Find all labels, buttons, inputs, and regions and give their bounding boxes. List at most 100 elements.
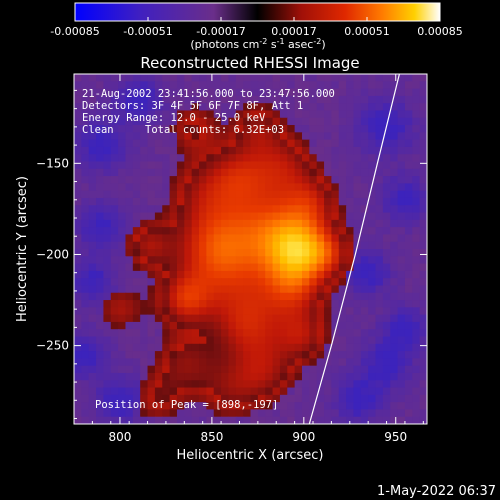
heatmap-cell [309, 292, 318, 301]
heatmap-cell [404, 183, 413, 192]
heatmap-cell [235, 234, 244, 243]
heatmap-cell [375, 81, 384, 90]
heatmap-cell [309, 190, 318, 199]
heatmap-cell [338, 241, 347, 250]
heatmap-cell [360, 81, 369, 90]
heatmap-cell [360, 146, 369, 155]
heatmap-cell [169, 88, 178, 97]
heatmap-cell [331, 139, 340, 148]
heatmap-cell [125, 81, 134, 90]
heatmap-cell [287, 146, 296, 155]
heatmap-cell [88, 387, 97, 396]
heatmap-cell [176, 278, 185, 287]
heatmap-cell [294, 270, 303, 279]
heatmap-cell [309, 307, 318, 316]
heatmap-cell [316, 88, 325, 97]
heatmap-cell [125, 394, 134, 403]
heatmap-cell [338, 197, 347, 206]
heatmap-cell [316, 263, 325, 272]
heatmap-cell [257, 380, 266, 389]
colorbar-tick-label: 0.00085 [417, 25, 463, 38]
heatmap-cell [132, 329, 141, 338]
heatmap-cell [88, 110, 97, 119]
heatmap-cell [81, 249, 90, 257]
heatmap-cell [412, 249, 421, 257]
heatmap-cell [162, 402, 171, 411]
heatmap-cell [316, 81, 325, 90]
heatmap-cell [199, 336, 207, 345]
heatmap-cell [176, 74, 185, 82]
heatmap-cell [257, 300, 266, 308]
heatmap-cell [140, 88, 149, 97]
heatmap-cell [353, 219, 362, 228]
heatmap-cell [221, 292, 230, 301]
heatmap-cell [154, 409, 163, 418]
heatmap-cell [390, 270, 399, 279]
heatmap-cell [331, 117, 340, 126]
heatmap-cell [125, 190, 134, 199]
heatmap-cell [184, 103, 193, 112]
heatmap-cell [375, 329, 384, 338]
heatmap-cell [221, 110, 230, 119]
heatmap-cell [176, 372, 185, 381]
heatmap-cell [81, 95, 90, 104]
heatmap-cell [265, 117, 274, 126]
heatmap-cell [412, 205, 421, 214]
heatmap-cell [213, 402, 222, 411]
heatmap-cell [228, 409, 237, 418]
heatmap-cell [353, 183, 362, 192]
heatmap-cell [125, 358, 134, 367]
heatmap-cell [360, 197, 369, 206]
heatmap-cell [346, 321, 355, 330]
heatmap-cell [287, 263, 296, 272]
heatmap-cell [287, 321, 296, 330]
heatmap-cell [287, 219, 296, 228]
heatmap-cell [103, 321, 112, 330]
heatmap-cell [176, 146, 185, 155]
heatmap-cell [250, 139, 259, 148]
heatmap-cell [375, 394, 384, 403]
heatmap-cell [287, 256, 296, 265]
heatmap-cell [176, 270, 185, 279]
heatmap-cell [309, 314, 318, 323]
heatmap-cell [147, 117, 156, 126]
heatmap-cell [301, 387, 310, 396]
heatmap-cell [368, 416, 377, 424]
heatmap-cell [397, 380, 406, 389]
heatmap-cell [390, 241, 399, 250]
heatmap-cell [162, 139, 171, 148]
heatmap-cell [118, 329, 127, 338]
heatmap-cell [279, 314, 288, 323]
heatmap-cell [125, 241, 134, 250]
heatmap-cell [206, 205, 215, 214]
heatmap-cell [154, 343, 163, 352]
heatmap-cell [191, 212, 200, 221]
heatmap-cell [88, 241, 97, 250]
heatmap-cell [132, 380, 141, 389]
heatmap-cell [74, 300, 82, 308]
heatmap-cell [88, 161, 97, 170]
heatmap-cell [309, 256, 318, 265]
heatmap-cell [118, 416, 127, 424]
heatmap-cell [250, 197, 259, 206]
heatmap-cell [176, 351, 185, 359]
heatmap-cell [74, 394, 82, 403]
heatmap-cell [338, 132, 347, 141]
heatmap-cell [390, 285, 399, 294]
heatmap-cell [353, 394, 362, 403]
heatmap-cell [213, 394, 222, 403]
heatmap-cell [74, 227, 82, 236]
heatmap-cell [368, 139, 377, 148]
heatmap-cell [412, 270, 421, 279]
heatmap-cell [390, 234, 399, 243]
heatmap-cell [184, 409, 193, 418]
heatmap-cell [368, 125, 377, 133]
heatmap-cell [235, 351, 244, 359]
heatmap-cell [404, 132, 413, 141]
heatmap-cell [162, 285, 171, 294]
heatmap-cell [324, 416, 332, 424]
heatmap-cell [250, 307, 259, 316]
heatmap-cell [272, 146, 281, 155]
heatmap-cell [154, 176, 163, 184]
heatmap-cell [88, 183, 97, 192]
